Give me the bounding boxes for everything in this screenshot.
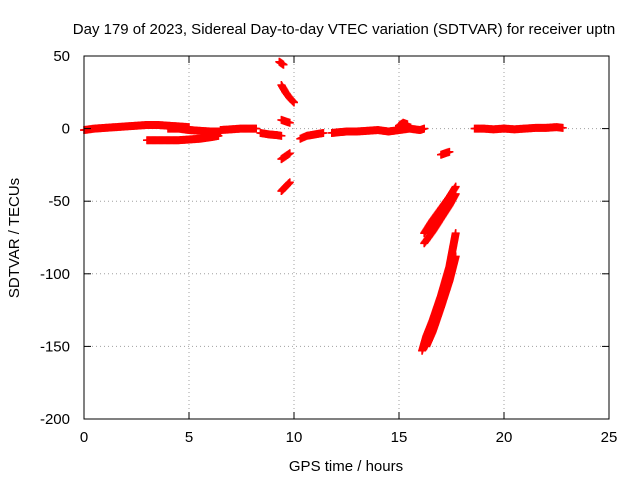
data-point-marker (285, 118, 294, 127)
x-tick-label: 10 (286, 429, 303, 446)
data-point-marker (403, 120, 412, 129)
x-tick-label: 20 (496, 429, 513, 446)
data-series-track-11 (296, 128, 328, 143)
y-tick-label: 50 (53, 48, 70, 65)
x-tick-label: 15 (391, 429, 408, 446)
data-series-track-3 (164, 124, 225, 136)
data-series-track-14 (437, 147, 454, 159)
axis-layer: 0 5 10 15 20 25 50 0 -50 -100 -150 -200 (40, 48, 617, 446)
data-series-track-12 (327, 124, 429, 137)
data-series-track-13 (395, 118, 412, 130)
x-tick-label: 0 (80, 429, 88, 446)
data-series-track-16 (420, 189, 460, 248)
x-tick-label: 5 (185, 429, 193, 446)
data-point-marker (319, 128, 328, 137)
y-tick-label: -150 (40, 338, 70, 355)
data-series-track-19 (470, 123, 567, 134)
data-series-track-6 (275, 57, 288, 69)
grid-layer (84, 56, 609, 419)
data-series-track-5 (256, 128, 286, 140)
data-point-marker (285, 178, 294, 187)
data-point-marker (558, 123, 567, 132)
y-axis-label: SDTVAR / TECUs (6, 178, 23, 298)
data-point-marker (445, 147, 454, 156)
data-series-track-10 (277, 178, 294, 196)
data-point-marker (285, 149, 294, 158)
chart-title: Day 179 of 2023, Sidereal Day-to-day VTE… (73, 21, 615, 38)
data-series-track-8 (277, 115, 294, 127)
data-point-marker (279, 60, 288, 69)
data-point-marker (290, 98, 298, 107)
x-tick-label: 25 (601, 429, 618, 446)
data-series-track-4 (216, 124, 261, 135)
data-point-marker (252, 124, 261, 133)
data-point-marker (420, 124, 429, 133)
data-point-marker (451, 229, 460, 238)
y-tick-label: -50 (48, 193, 70, 210)
x-axis-label: GPS time / hours (289, 458, 403, 475)
data-layer (80, 57, 567, 355)
data-point-marker (277, 131, 286, 140)
data-series-track-17 (418, 229, 460, 355)
y-tick-label: 0 (62, 121, 70, 138)
data-series-track-18 (422, 252, 460, 351)
data-point-marker (451, 252, 460, 261)
data-series-track-9 (277, 149, 294, 164)
data-point-marker (451, 182, 460, 191)
plot-frame (83, 55, 610, 420)
y-tick-label: -100 (40, 266, 70, 283)
y-tick-label: -200 (40, 411, 70, 428)
data-series-track-2 (143, 131, 223, 145)
data-series-track-7 (277, 81, 298, 107)
data-series-track-15 (420, 182, 460, 238)
data-point-marker (451, 189, 460, 198)
